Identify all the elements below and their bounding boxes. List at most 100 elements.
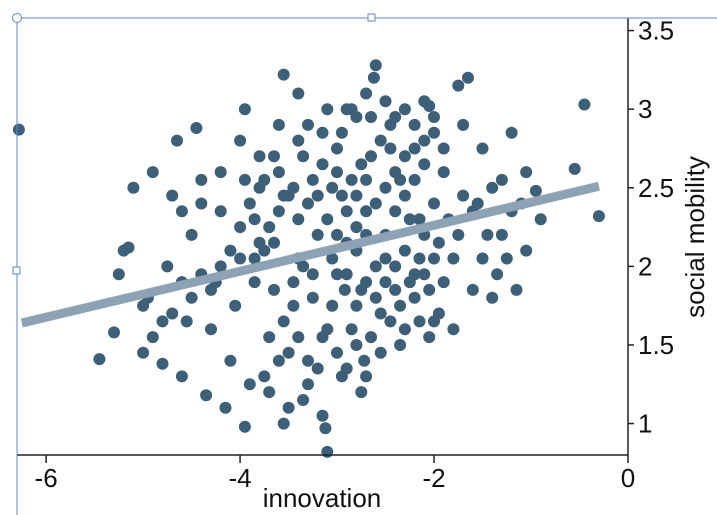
x-tick-label: 0	[621, 463, 635, 493]
y-tick-label: 3.5	[638, 16, 674, 46]
data-point	[592, 210, 605, 223]
y-tick-label: 3	[638, 94, 652, 124]
data-point	[432, 236, 445, 249]
data-point	[340, 268, 353, 281]
data-point	[253, 236, 266, 249]
data-point	[510, 283, 523, 296]
data-point	[306, 268, 319, 281]
data-point	[248, 252, 261, 265]
data-point	[292, 213, 305, 226]
data-point	[238, 103, 251, 116]
data-point	[384, 142, 397, 155]
data-point	[389, 283, 402, 296]
data-point	[166, 189, 179, 202]
data-point	[268, 236, 280, 249]
data-point	[398, 150, 411, 163]
x-tick-label: -6	[35, 463, 58, 493]
data-point	[534, 213, 547, 226]
data-point	[93, 353, 106, 366]
data-point	[258, 173, 271, 186]
selection-rotate-handle[interactable]	[12, 13, 22, 23]
data-point	[234, 252, 247, 265]
data-point	[408, 118, 421, 131]
data-point	[331, 166, 343, 179]
data-point	[369, 197, 382, 210]
data-point	[205, 323, 217, 336]
data-point	[122, 241, 135, 254]
selection-handle-middle-left[interactable]	[12, 266, 21, 275]
data-point	[486, 291, 499, 304]
data-point	[302, 354, 314, 367]
data-point	[418, 158, 431, 171]
data-point	[462, 71, 474, 84]
data-point	[360, 87, 373, 100]
data-point	[316, 158, 329, 171]
data-point	[418, 95, 431, 108]
data-point	[457, 118, 470, 131]
data-point	[263, 386, 276, 399]
data-point	[365, 331, 377, 344]
data-point	[466, 283, 479, 296]
data-point	[311, 189, 324, 202]
data-point	[195, 197, 208, 210]
data-point	[190, 122, 203, 134]
data-point	[384, 315, 397, 328]
data-point	[319, 422, 332, 435]
data-point	[287, 299, 300, 312]
data-point	[389, 205, 402, 218]
data-point	[365, 150, 377, 163]
data-point	[578, 98, 591, 111]
data-point	[360, 370, 373, 383]
data-point	[389, 111, 402, 123]
data-point	[108, 326, 120, 339]
data-point	[486, 181, 499, 194]
data-point	[428, 197, 440, 210]
data-point	[491, 268, 504, 281]
data-point	[437, 276, 450, 289]
data-point	[500, 252, 513, 265]
data-point	[214, 260, 227, 273]
data-point	[316, 331, 329, 344]
data-point	[326, 299, 339, 312]
data-point	[568, 162, 581, 175]
data-point	[428, 126, 440, 139]
data-point	[112, 268, 125, 281]
data-point	[452, 228, 465, 241]
data-point	[180, 315, 193, 328]
data-point	[248, 213, 261, 226]
data-point	[311, 362, 324, 375]
y-tick-label: 1	[638, 409, 652, 439]
data-point	[277, 315, 290, 328]
data-point	[272, 205, 285, 218]
data-point	[272, 166, 285, 179]
data-point	[394, 173, 407, 186]
data-point	[369, 260, 382, 273]
data-point	[529, 184, 542, 197]
selection-handle-top-middle[interactable]	[367, 13, 376, 22]
data-point	[146, 331, 159, 344]
y-axis-ticks: 1 1.5 2 2.5 3 3.5	[628, 16, 674, 439]
data-point	[277, 68, 290, 81]
data-point	[447, 323, 460, 336]
data-point	[287, 276, 300, 289]
data-point	[263, 221, 276, 234]
data-point	[326, 181, 339, 194]
data-point	[350, 221, 363, 234]
data-point	[481, 228, 494, 241]
data-point	[316, 409, 329, 422]
data-point	[302, 378, 314, 391]
data-point	[234, 134, 247, 147]
data-point	[297, 150, 310, 163]
data-point	[394, 299, 407, 312]
data-point	[302, 118, 314, 131]
data-point	[292, 134, 305, 147]
data-point	[335, 126, 348, 139]
data-point	[413, 315, 426, 328]
data-point	[437, 166, 450, 179]
data-point	[423, 331, 436, 344]
data-point	[127, 181, 140, 194]
data-point	[282, 346, 295, 359]
data-point	[379, 181, 392, 194]
data-point	[331, 142, 343, 155]
